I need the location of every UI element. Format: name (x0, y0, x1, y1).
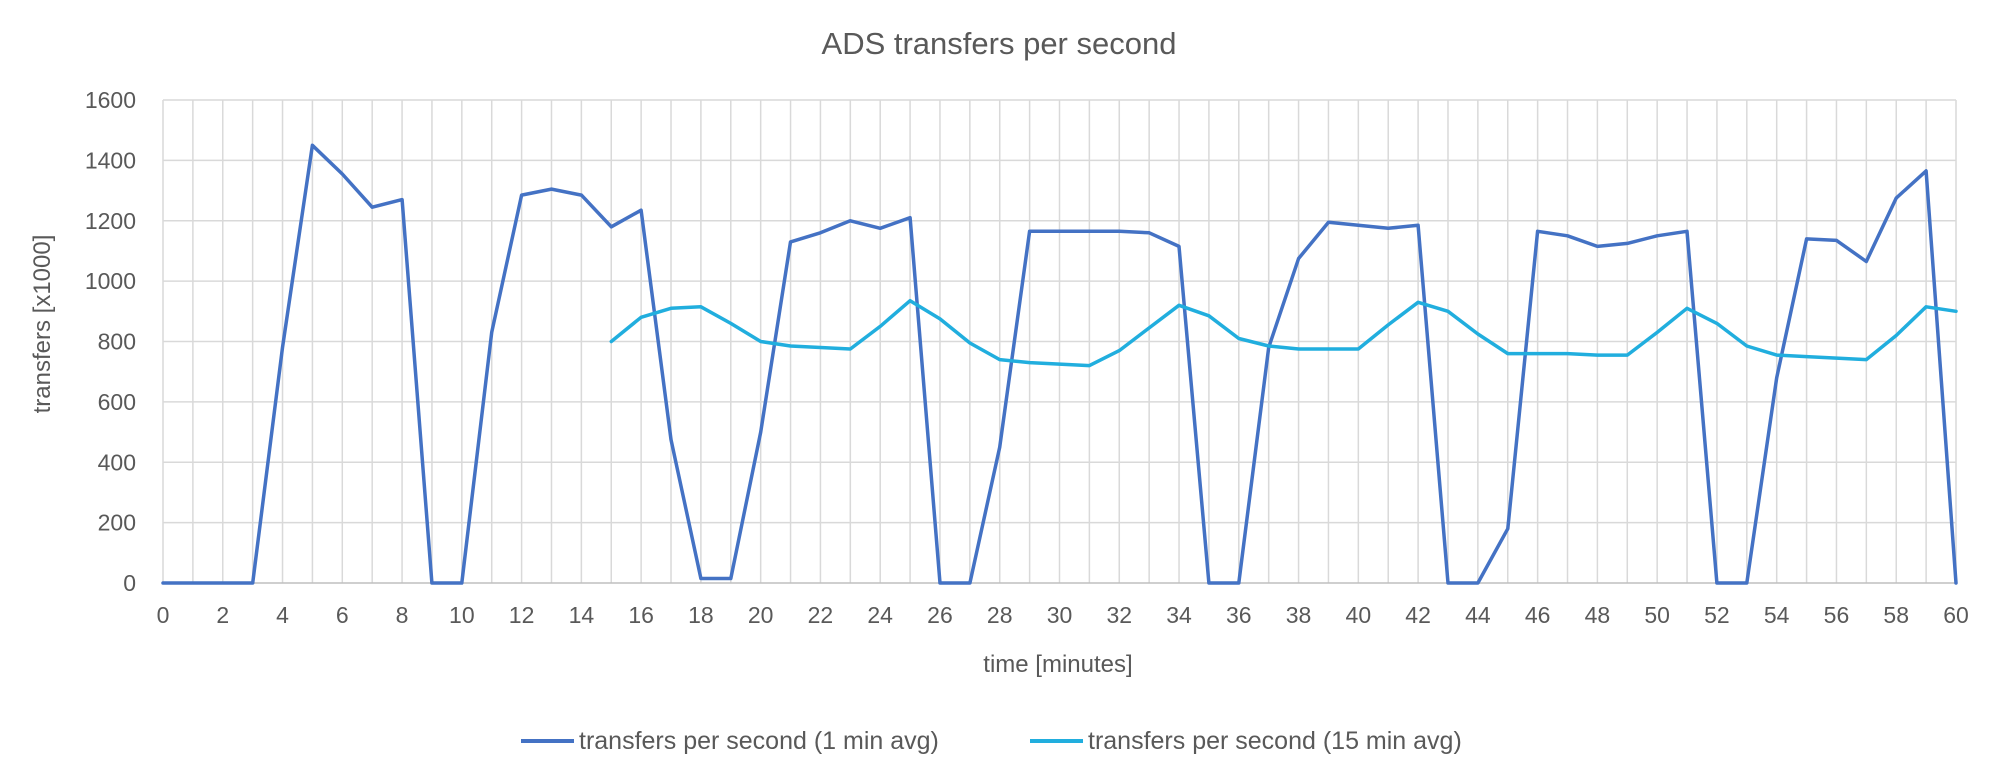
x-tick-labels: 0 2 4 6 8 10 12 14 16 18 20 22 24 26 28 30 32 34 36 38 40 42 4… (157, 602, 1969, 628)
y-tick-label: 1000 (85, 268, 136, 294)
x-tick-label: 44 (1465, 602, 1491, 628)
y-tick-label: 800 (98, 329, 136, 355)
x-tick-label: 26 (927, 602, 953, 628)
x-tick-label: 58 (1883, 602, 1909, 628)
x-tick-label: 48 (1585, 602, 1611, 628)
series (161, 143, 1958, 585)
x-tick-label: 20 (748, 602, 774, 628)
x-tick-label: 12 (509, 602, 535, 628)
x-tick-label: 30 (1047, 602, 1073, 628)
x-tick-label: 40 (1346, 602, 1372, 628)
legend: transfers per second (1 min avg) transfe… (521, 727, 1462, 755)
y-tick-label: 1200 (85, 208, 136, 234)
x-tick-label: 54 (1764, 602, 1790, 628)
x-tick-label: 22 (808, 602, 834, 628)
grid (162, 99, 1957, 584)
chart-title: ADS transfers per second (822, 26, 1177, 61)
y-tick-label: 400 (98, 449, 136, 475)
x-tick-label: 38 (1286, 602, 1312, 628)
series-line-15min-avg (609, 298, 1958, 368)
legend-label-1min: transfers per second (1 min avg) (579, 727, 939, 755)
legend-label-15min: transfers per second (15 min avg) (1088, 727, 1462, 755)
x-tick-label: 10 (449, 602, 475, 628)
x-tick-label: 36 (1226, 602, 1252, 628)
series-line-1min-avg (161, 143, 1958, 585)
x-tick-label: 42 (1405, 602, 1431, 628)
x-tick-label: 32 (1106, 602, 1132, 628)
x-tick-label: 52 (1704, 602, 1730, 628)
x-tick-label: 8 (396, 602, 409, 628)
y-tick-label: 0 (123, 570, 136, 596)
x-tick-label: 16 (628, 602, 654, 628)
x-tick-label: 18 (688, 602, 714, 628)
x-tick-label: 56 (1824, 602, 1850, 628)
x-tick-label: 34 (1166, 602, 1192, 628)
y-tick-label: 1400 (85, 147, 136, 173)
y-tick-label: 1600 (85, 87, 136, 113)
y-tick-label: 600 (98, 389, 136, 415)
y-axis-label: transfers [x1000] (29, 235, 56, 414)
x-tick-label: 0 (157, 602, 170, 628)
x-tick-label: 2 (216, 602, 229, 628)
x-tick-label: 50 (1644, 602, 1670, 628)
y-tick-labels: 0 200 400 600 800 1000 1200 1400 1600 (85, 87, 136, 596)
x-tick-label: 60 (1943, 602, 1969, 628)
x-tick-label: 28 (987, 602, 1013, 628)
x-tick-label: 4 (276, 602, 289, 628)
x-tick-label: 14 (569, 602, 595, 628)
x-axis-label: time [minutes] (983, 651, 1132, 678)
x-tick-label: 6 (336, 602, 349, 628)
y-tick-label: 200 (98, 510, 136, 536)
x-tick-label: 24 (867, 602, 893, 628)
x-tick-label: 46 (1525, 602, 1551, 628)
